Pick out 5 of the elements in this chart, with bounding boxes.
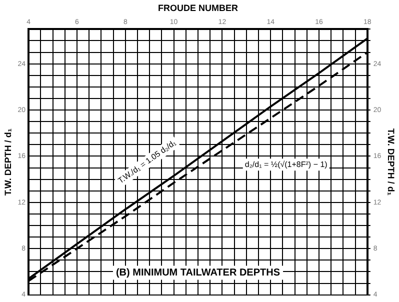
y2-axis-title: T.W. DEPTH / d₁ xyxy=(386,128,396,196)
annotation: d₂/d₁ = ½(√(1+8F²) − 1) xyxy=(244,160,328,169)
annotation: (B) MINIMUM TAILWATER DEPTHS xyxy=(116,268,280,279)
x-axis-title: FROUDE NUMBER xyxy=(158,2,238,13)
y-axis-title: T.W. DEPTH / d₁ xyxy=(2,128,13,196)
